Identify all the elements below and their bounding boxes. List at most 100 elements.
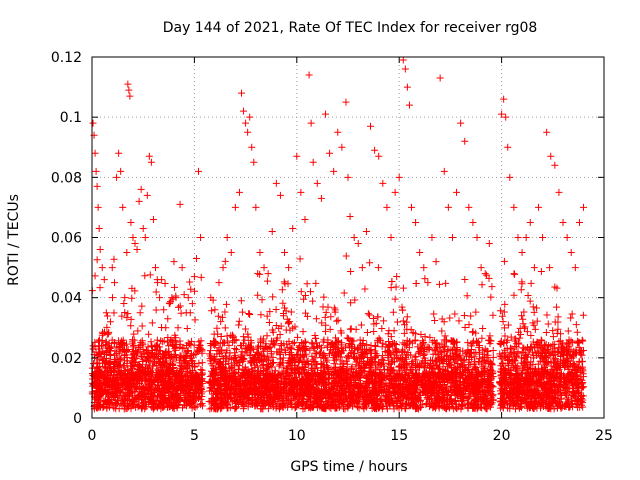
roti-point [198, 399, 206, 407]
roti-point [114, 381, 122, 389]
roti-point [99, 403, 107, 411]
roti-point [176, 337, 184, 345]
roti-point [195, 377, 203, 385]
roti-point [146, 356, 154, 364]
roti-point [363, 341, 371, 349]
roti-point [186, 340, 194, 348]
roti-point [436, 280, 444, 288]
roti-point [114, 363, 122, 371]
roti-point [158, 360, 166, 368]
roti-point [159, 350, 167, 358]
roti-point [169, 380, 177, 388]
roti-point [172, 372, 180, 380]
roti-point [96, 284, 104, 292]
roti-point [138, 377, 146, 385]
roti-point [187, 341, 195, 349]
roti-point [384, 330, 392, 338]
roti-point [177, 309, 185, 317]
roti-point [135, 360, 143, 368]
roti-point [110, 340, 118, 348]
roti-point [284, 319, 292, 327]
roti-point [305, 393, 313, 401]
roti-point [194, 347, 202, 355]
roti-point [370, 315, 378, 323]
roti-point [131, 397, 139, 405]
roti-point [134, 361, 142, 369]
roti-point [166, 387, 174, 395]
roti-point [221, 308, 229, 316]
roti-point [465, 321, 473, 329]
roti-point [161, 402, 169, 410]
roti-point [303, 280, 311, 288]
roti-point [414, 343, 422, 351]
roti-point [162, 394, 170, 402]
roti-point [299, 405, 307, 413]
roti-point [172, 354, 180, 362]
roti-point [197, 369, 205, 377]
roti-point [145, 395, 153, 403]
roti-point [238, 308, 246, 316]
roti-point [170, 283, 178, 291]
roti-point [102, 338, 110, 346]
roti-point [100, 363, 108, 371]
roti-point [347, 299, 355, 307]
roti-point [416, 347, 424, 355]
roti-point [182, 393, 190, 401]
roti-point [347, 364, 355, 372]
roti-point [141, 272, 149, 280]
roti-point [309, 357, 317, 365]
roti-point [120, 369, 128, 377]
roti-point [145, 364, 153, 372]
roti-point [124, 366, 132, 374]
roti-point [147, 368, 155, 376]
roti-point [130, 342, 138, 350]
roti-point [144, 377, 152, 385]
roti-point [257, 339, 265, 347]
roti-point [124, 384, 132, 392]
roti-point [232, 346, 240, 354]
roti-point [460, 311, 468, 319]
roti-point [361, 285, 369, 293]
roti-point [159, 365, 167, 373]
roti-point [258, 405, 266, 413]
roti-point [151, 387, 159, 395]
roti-point [225, 341, 233, 349]
roti-point [174, 386, 182, 394]
roti-point [93, 400, 101, 408]
roti-point [294, 333, 302, 341]
roti-point [191, 287, 199, 295]
roti-point [132, 347, 140, 355]
roti-point [95, 336, 103, 344]
roti-point [116, 341, 124, 349]
roti-point [152, 376, 160, 384]
roti-point [176, 368, 184, 376]
roti-point [326, 325, 334, 333]
roti-point [269, 293, 277, 301]
roti-point [195, 338, 203, 346]
roti-point [153, 336, 161, 344]
roti-point [110, 393, 118, 401]
roti-point [281, 346, 289, 354]
roti-point [146, 385, 154, 393]
roti-point [240, 333, 248, 341]
roti-point [355, 404, 363, 412]
roti-point [123, 340, 131, 348]
roti-point [186, 368, 194, 376]
roti-point [478, 334, 486, 342]
roti-point [277, 322, 285, 330]
roti-point [137, 395, 145, 403]
roti-point [379, 352, 387, 360]
roti-point [138, 322, 146, 330]
roti-point [127, 370, 135, 378]
roti-point [139, 358, 147, 366]
roti-point [132, 403, 140, 411]
roti-point [175, 393, 183, 401]
roti-point [431, 317, 439, 325]
roti-point [124, 345, 132, 353]
roti-point [162, 372, 170, 380]
roti-point [100, 386, 108, 394]
roti-point [223, 332, 231, 340]
roti-point [333, 317, 341, 325]
roti-point [110, 309, 118, 317]
roti-point [94, 363, 102, 371]
